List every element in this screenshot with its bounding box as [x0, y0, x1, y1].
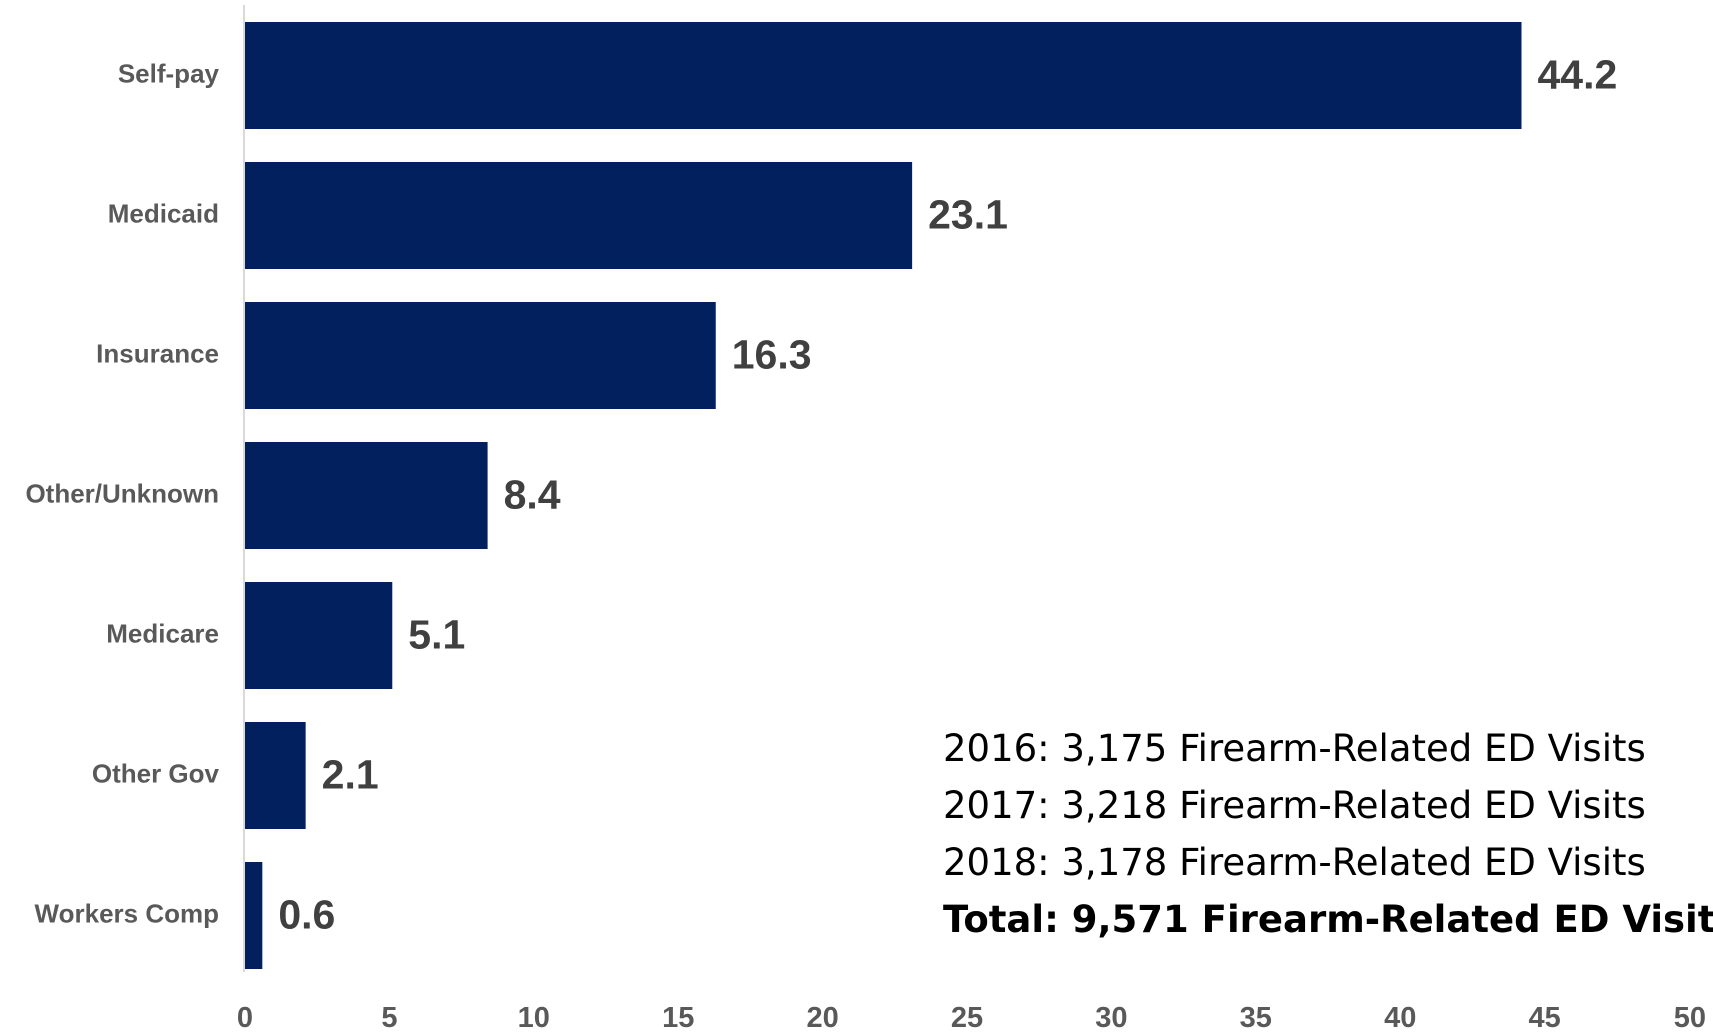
category-label-insurance: Insurance — [96, 338, 219, 368]
x-axis-ticks: 0 5 10 15 20 25 30 35 40 45 50 — [237, 1002, 1706, 1034]
bar-self-pay — [245, 22, 1522, 129]
value-label-other-gov: 2.1 — [322, 751, 379, 797]
x-tick-10: 10 — [518, 1002, 550, 1034]
visit-counts-notes: 2016: 3,175 Firearm-Related ED Visits 20… — [943, 720, 1713, 948]
note-2017: 2017: 3,218 Firearm-Related ED Visits — [943, 784, 1646, 827]
bar-other-unknown — [245, 442, 488, 549]
bars-group — [245, 22, 1522, 969]
x-tick-15: 15 — [662, 1002, 694, 1034]
category-label-workers-comp: Workers Comp — [35, 898, 219, 928]
x-tick-40: 40 — [1384, 1002, 1416, 1034]
x-tick-0: 0 — [237, 1002, 253, 1034]
bar-other-gov — [245, 722, 306, 829]
x-tick-50: 50 — [1674, 1002, 1706, 1034]
category-label-other-unknown: Other/Unknown — [25, 478, 219, 508]
x-tick-20: 20 — [806, 1002, 838, 1034]
bar-workers-comp — [245, 862, 263, 969]
value-label-medicaid: 23.1 — [928, 191, 1008, 237]
category-label-self-pay: Self-pay — [118, 58, 220, 88]
value-label-other-unknown: 8.4 — [504, 471, 561, 517]
note-2016: 2016: 3,175 Firearm-Related ED Visits — [943, 727, 1646, 770]
bar-insurance — [245, 302, 716, 409]
value-label-medicare: 5.1 — [408, 611, 465, 657]
category-label-other-gov: Other Gov — [92, 758, 220, 788]
note-2018: 2018: 3,178 Firearm-Related ED Visits — [943, 841, 1646, 884]
category-label-medicaid: Medicaid — [108, 198, 219, 228]
category-labels: Self-pay Medicaid Insurance Other/Unknown Me… — [25, 58, 219, 928]
bar-medicaid — [245, 162, 913, 269]
x-tick-35: 35 — [1240, 1002, 1272, 1034]
value-labels: 44.2 23.1 16.3 8.4 5.1 2.1 0.6 — [278, 51, 1617, 937]
x-tick-45: 45 — [1528, 1002, 1560, 1034]
x-tick-30: 30 — [1095, 1002, 1127, 1034]
bar-medicare — [245, 582, 393, 689]
value-label-insurance: 16.3 — [732, 331, 812, 377]
value-label-self-pay: 44.2 — [1537, 51, 1617, 97]
note-total: Total: 9,571 Firearm-Related ED Visits — [943, 898, 1713, 941]
x-tick-25: 25 — [951, 1002, 983, 1034]
category-label-medicare: Medicare — [106, 618, 219, 648]
value-label-workers-comp: 0.6 — [278, 891, 335, 937]
x-tick-5: 5 — [381, 1002, 397, 1034]
